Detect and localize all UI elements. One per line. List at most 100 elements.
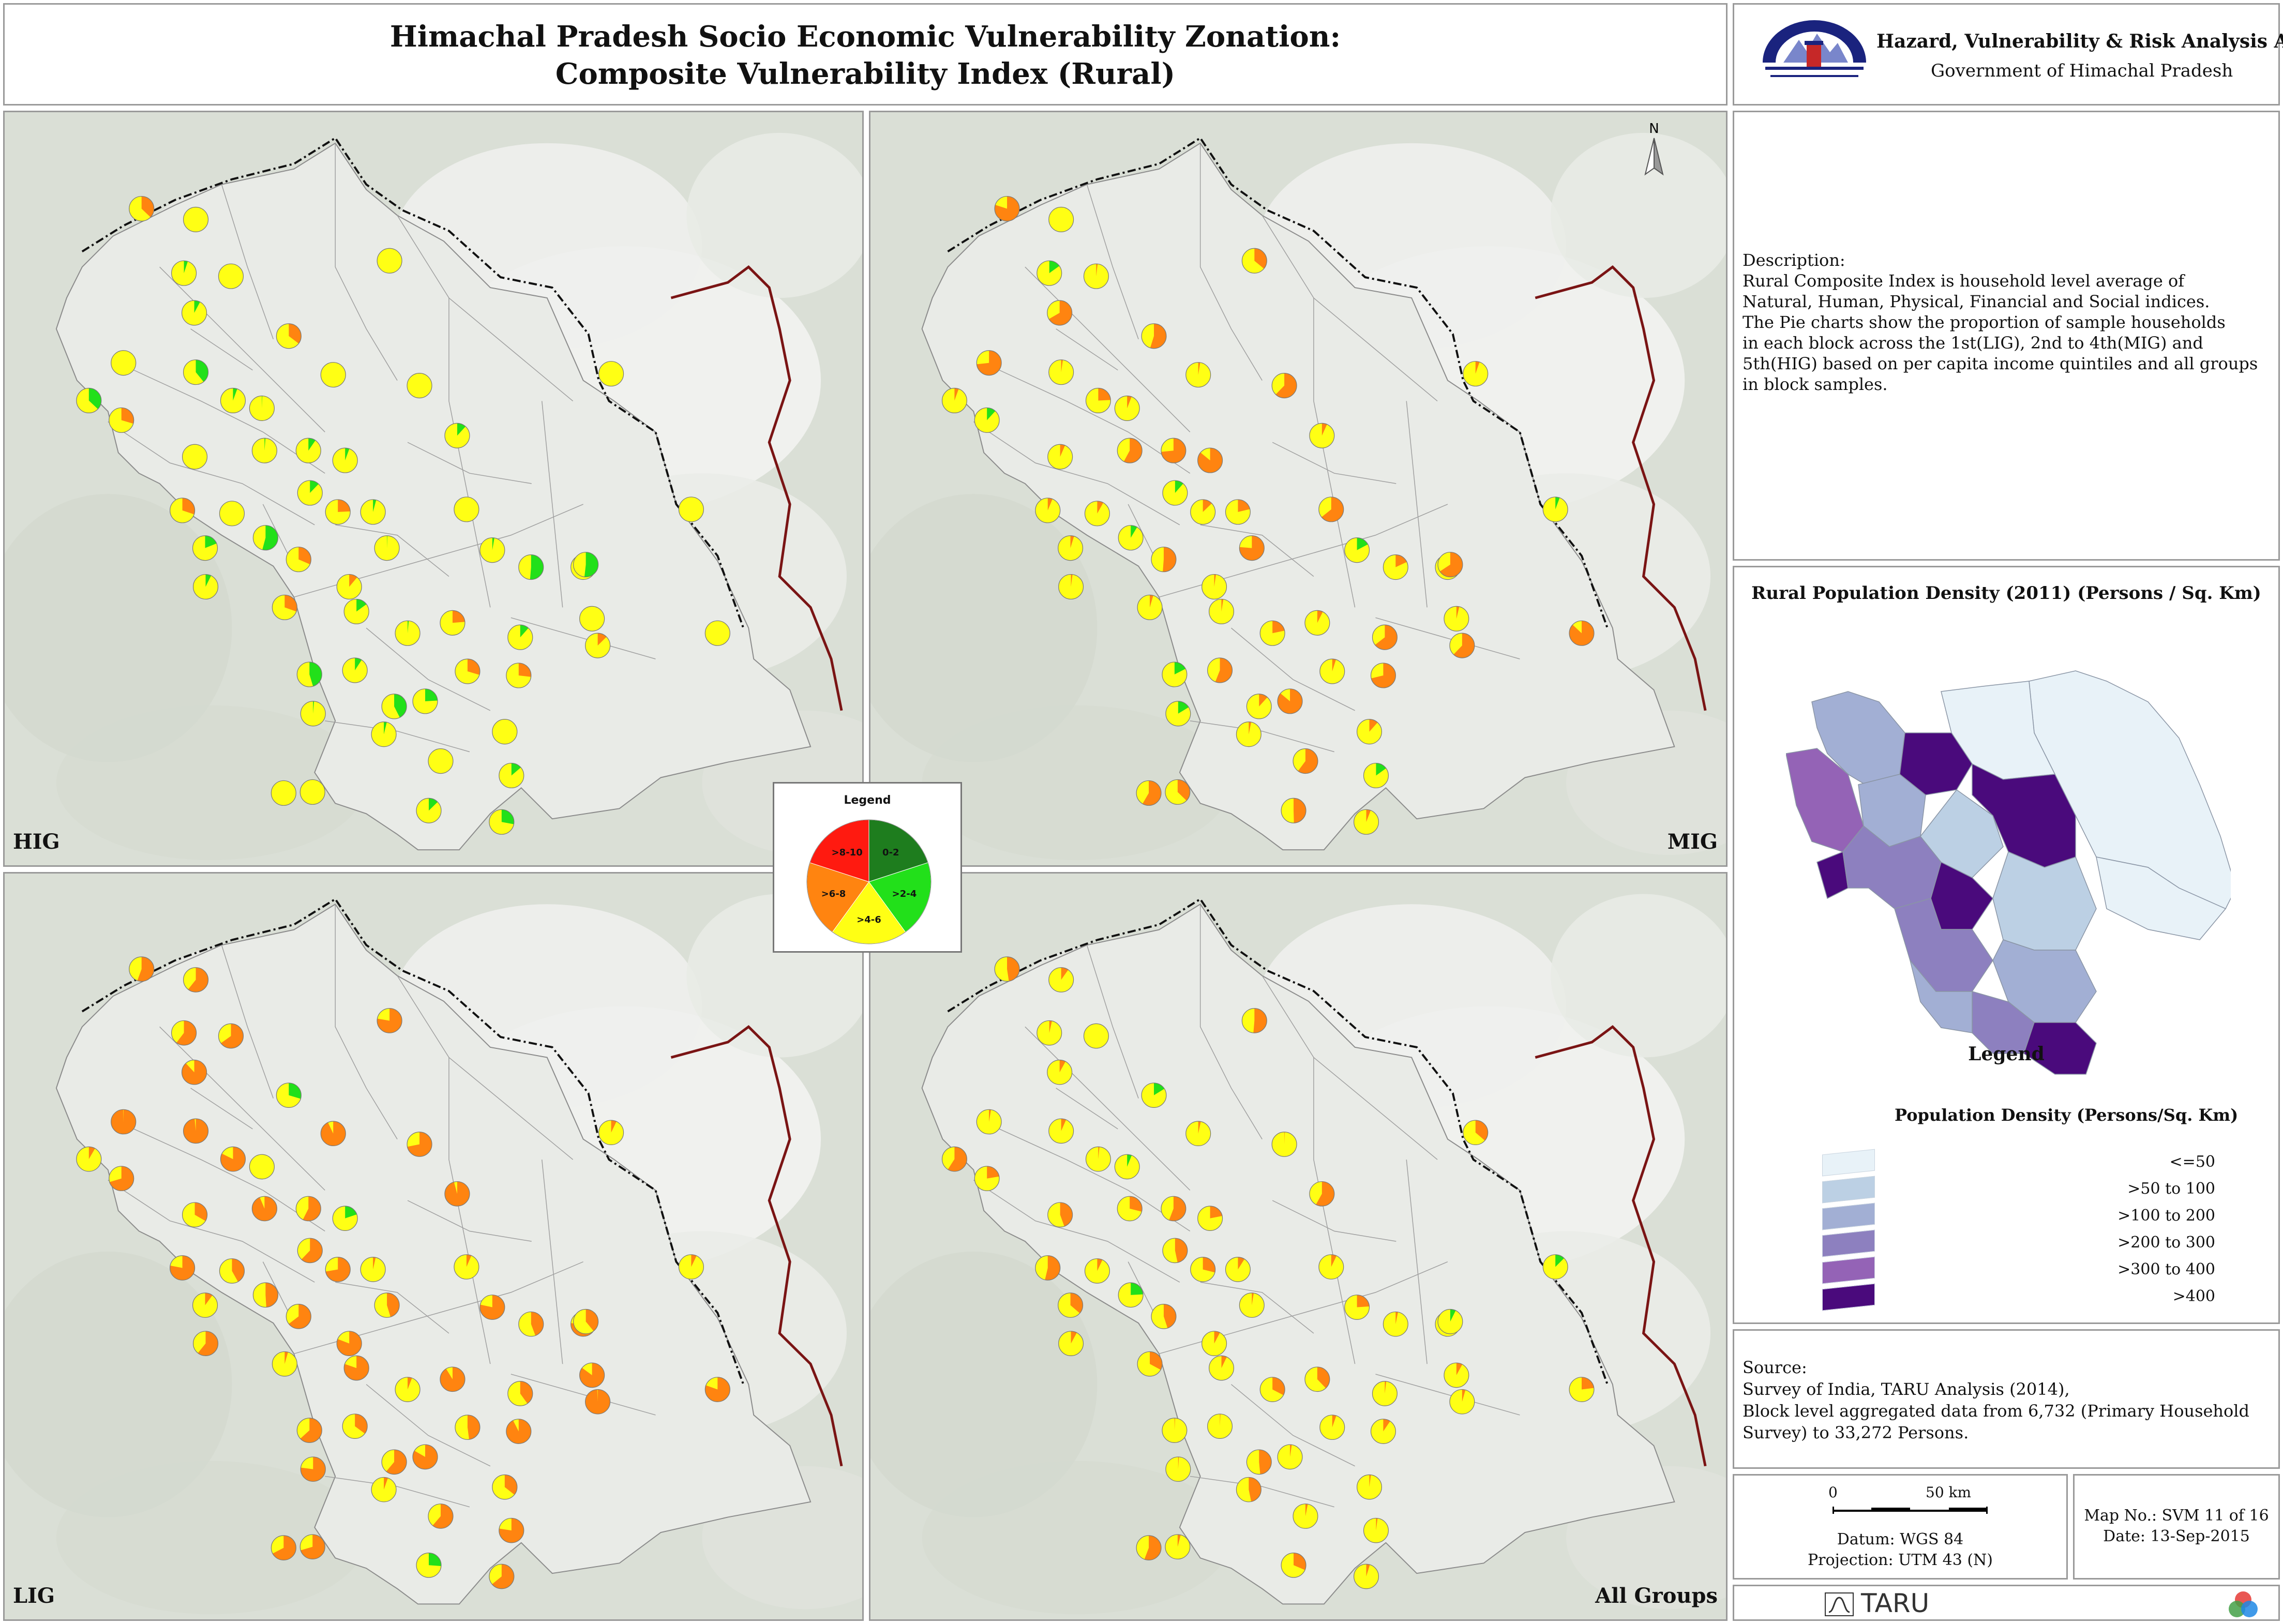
block-pie bbox=[182, 444, 208, 470]
rgb-circles-icon bbox=[2229, 1591, 2258, 1617]
pie-slice bbox=[1150, 595, 1153, 608]
pie-slice bbox=[1221, 599, 1224, 612]
pie-slice bbox=[176, 1020, 197, 1045]
pie-slice bbox=[1061, 967, 1069, 980]
pie-base bbox=[182, 300, 207, 325]
pie-slice bbox=[300, 1418, 322, 1443]
pie-slice bbox=[141, 196, 154, 218]
block-boundary bbox=[1200, 524, 1314, 577]
block-pie bbox=[994, 956, 1020, 982]
density-legend-row: >300 to 400 bbox=[1822, 1256, 2215, 1284]
block-pie bbox=[332, 447, 358, 473]
pie-legend-label: >4-6 bbox=[857, 914, 881, 925]
pie-slice bbox=[520, 625, 529, 638]
pie-slice bbox=[504, 1475, 517, 1495]
pie-slice bbox=[1555, 1254, 1565, 1267]
block-pie bbox=[286, 547, 311, 573]
pie-base bbox=[1209, 1356, 1234, 1380]
pie-slice bbox=[194, 444, 205, 457]
block-pie bbox=[299, 779, 325, 805]
block-pie bbox=[1259, 620, 1285, 646]
pie-base bbox=[1225, 1257, 1251, 1282]
pie-slice bbox=[1259, 694, 1268, 706]
source-line: Survey) to 33,272 Persons. bbox=[1743, 1423, 1969, 1442]
pie-base bbox=[974, 408, 1000, 433]
pie-slice bbox=[1316, 1181, 1334, 1206]
block-pie bbox=[371, 721, 397, 747]
block-pie bbox=[678, 497, 704, 522]
pie-slice bbox=[1385, 1381, 1387, 1394]
pie-slice bbox=[1238, 1257, 1245, 1270]
block-pie bbox=[1463, 1120, 1489, 1146]
density-region bbox=[1930, 861, 1993, 930]
block-pie bbox=[286, 1304, 311, 1329]
block-boundary bbox=[335, 904, 398, 1139]
block-boundary bbox=[1190, 1476, 1334, 1508]
pie-base bbox=[1165, 1535, 1190, 1559]
pie-slice bbox=[1456, 1363, 1463, 1375]
pie-slice bbox=[1317, 1367, 1330, 1388]
pie-slice bbox=[284, 1351, 288, 1364]
pie-base bbox=[977, 1109, 1002, 1134]
block-pie bbox=[1344, 1295, 1370, 1320]
block-boundary bbox=[1086, 945, 1139, 1099]
pie-base bbox=[1438, 1309, 1463, 1334]
pie-slice bbox=[384, 721, 387, 734]
pie-legend: Legend 0-2 >2-4 >4-6 >6-8 >8-10 bbox=[773, 782, 962, 953]
block-pie bbox=[1449, 633, 1475, 658]
block-pie bbox=[579, 606, 605, 631]
pie-slice bbox=[440, 1367, 465, 1392]
block-boundary bbox=[510, 617, 656, 659]
block-pie bbox=[941, 387, 967, 414]
pie-base bbox=[1201, 1331, 1227, 1356]
block-pie bbox=[1114, 395, 1140, 421]
block-pie bbox=[1463, 361, 1489, 387]
block-pie bbox=[1271, 373, 1297, 399]
block-pie bbox=[272, 594, 297, 620]
pie-slice bbox=[109, 1166, 134, 1191]
block-boundary bbox=[133, 1129, 325, 1231]
block-pie bbox=[585, 1389, 611, 1415]
pie-slice bbox=[1332, 659, 1336, 672]
pie-slice bbox=[584, 552, 598, 577]
pie-slice bbox=[188, 967, 208, 993]
pie-slice bbox=[196, 207, 202, 220]
block-pie bbox=[1437, 552, 1463, 578]
pie-slice bbox=[1060, 1202, 1073, 1227]
pie-base bbox=[1236, 721, 1261, 747]
pie-slice bbox=[705, 1377, 730, 1402]
pie-slice bbox=[252, 1196, 277, 1221]
block-pie bbox=[296, 661, 322, 687]
pie-slice bbox=[183, 1119, 208, 1144]
block-boundary bbox=[1261, 215, 1438, 402]
pie-slice bbox=[1462, 1389, 1466, 1402]
block-pie bbox=[1236, 1477, 1261, 1502]
pie-slice bbox=[308, 438, 316, 451]
block-pie bbox=[1569, 620, 1595, 646]
block-boundary bbox=[221, 184, 274, 340]
pie-slice bbox=[1163, 1304, 1176, 1328]
pie-slice bbox=[1070, 1292, 1083, 1314]
pie-slice bbox=[321, 1121, 346, 1146]
density-swatch bbox=[1822, 1256, 1875, 1284]
pie-base bbox=[1372, 1381, 1398, 1406]
block-pie bbox=[220, 387, 246, 414]
block-pie bbox=[272, 1351, 297, 1377]
map-number: Map No.: SVM 11 of 16 bbox=[2084, 1507, 2269, 1525]
block-pie bbox=[455, 1415, 480, 1440]
block-pie bbox=[1281, 1553, 1306, 1578]
source-line: Survey of India, TARU Analysis (2014), bbox=[1743, 1379, 2070, 1399]
block-boundary bbox=[407, 1200, 532, 1242]
pie-slice bbox=[1249, 1477, 1261, 1502]
pie-base bbox=[1084, 1024, 1109, 1048]
density-legend-row: <=50 bbox=[1822, 1149, 2215, 1177]
pie-slice bbox=[386, 1450, 407, 1475]
block-boundary bbox=[108, 1179, 315, 1283]
density-swatch bbox=[1822, 1176, 1875, 1204]
block-pie bbox=[1141, 1082, 1167, 1108]
map-lig bbox=[5, 874, 862, 1619]
block-boundary bbox=[542, 1160, 563, 1364]
state-boundary bbox=[947, 137, 1609, 628]
pie-slice bbox=[518, 663, 531, 677]
block-pie bbox=[1569, 1377, 1595, 1402]
